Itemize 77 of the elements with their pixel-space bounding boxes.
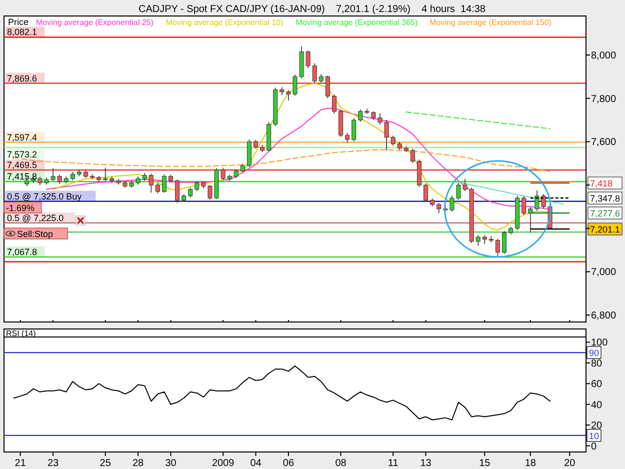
candlestick: [502, 230, 507, 254]
y-tick-label: 7,600: [591, 137, 616, 148]
candlestick: [162, 174, 166, 194]
candlestick: [436, 202, 442, 214]
x-tick-label: 06: [282, 458, 294, 469]
candlestick: [352, 118, 356, 142]
candlestick: [312, 62, 317, 84]
ref-line-label: 7,469.5: [7, 160, 38, 170]
x-tick-label: 04: [250, 458, 262, 469]
ref-line-label: 10: [588, 430, 600, 441]
y-tick-label: 60: [591, 379, 603, 390]
text: Moving average (Exponential 25): [36, 18, 154, 27]
y-tick-label: 7,800: [591, 94, 616, 105]
x-tick-label: 2009: [212, 458, 235, 469]
candlestick: [338, 109, 344, 138]
y-tick-label: 8,000: [591, 50, 616, 62]
x-tick-label: 11: [388, 458, 399, 469]
x-tick-label: 20: [564, 458, 576, 469]
x-tick-label: 13: [420, 458, 432, 469]
x-tick-label: 25: [100, 458, 112, 469]
x-tick-label: 28: [132, 458, 144, 469]
text: 7,418: [590, 178, 613, 188]
x-tick-label: 23: [47, 458, 60, 469]
ref-line-label: 7,067.8: [7, 247, 38, 258]
ref-line-label: 0.5 @ 7,325.0 Buy: [7, 191, 82, 202]
y-tick-label: 100: [591, 338, 608, 349]
y-tick-label: 80: [591, 358, 603, 370]
candlestick: [194, 180, 200, 192]
candlestick: [410, 148, 415, 164]
text: 7,201.1: [590, 224, 620, 234]
line-series: [13, 366, 551, 420]
y-tick-label: 0: [591, 441, 597, 452]
candlestick: [416, 159, 422, 188]
text: 7,277.6: [590, 208, 620, 218]
chart-subtitle: Price: [8, 17, 29, 27]
text: Moving average (Exponential 150): [430, 18, 552, 27]
line-series: [406, 112, 551, 130]
candlestick: [57, 174, 62, 184]
candlestick: [175, 179, 180, 204]
ref-line-label: 7,869.6: [7, 73, 38, 84]
y-tick-label: 40: [591, 400, 603, 411]
text: 7,347.8: [590, 194, 620, 204]
ref-line-label: 0.5 @ 7,225.0: [7, 212, 64, 223]
ref-line-label: 7,573.2: [7, 150, 38, 160]
chart-title: CADJPY - Spot FX CAD/JPY (16-JAN-09) 7,201.1 (-2.19%) 4 hours 14:38: [138, 4, 486, 15]
candlestick: [332, 94, 336, 114]
candlestick: [424, 182, 428, 202]
x-tick-label: 21: [14, 458, 26, 469]
candlestick: [390, 135, 396, 146]
y-tick-label: 6,800: [591, 310, 616, 322]
candlestick: [345, 132, 350, 144]
x-tick-label: 18: [524, 458, 536, 469]
annotation: -1.69%: [6, 203, 35, 213]
candlestick: [246, 139, 252, 168]
text: Moving average (Exponential 365): [296, 18, 418, 27]
candlestick: [148, 173, 154, 194]
candlestick: [325, 75, 330, 99]
candlestick: [358, 109, 363, 122]
candlestick: [103, 167, 108, 182]
ref-line-label: 7,415.8: [7, 172, 38, 182]
x-tick-label: 08: [335, 458, 347, 469]
candlestick: [306, 50, 310, 68]
candlestick: [522, 196, 526, 216]
candlestick: [495, 238, 500, 258]
x-tick-label: 15: [479, 458, 491, 469]
ref-line-label: 8,082.1: [7, 27, 38, 38]
x-tick-label: 30: [165, 458, 177, 469]
ref-line-label: 90: [588, 348, 600, 358]
candlestick: [155, 182, 160, 194]
candlestick: [476, 234, 480, 246]
annotation: Sell:Stop: [17, 229, 54, 239]
y-tick-label: 20: [591, 420, 603, 432]
ref-line-label: 7,597.4: [7, 132, 38, 142]
y-tick-label: 7,000: [591, 267, 616, 278]
text: Moving average (Exponential 10): [166, 18, 284, 27]
candlestick: [188, 187, 193, 198]
candlestick: [528, 206, 533, 234]
